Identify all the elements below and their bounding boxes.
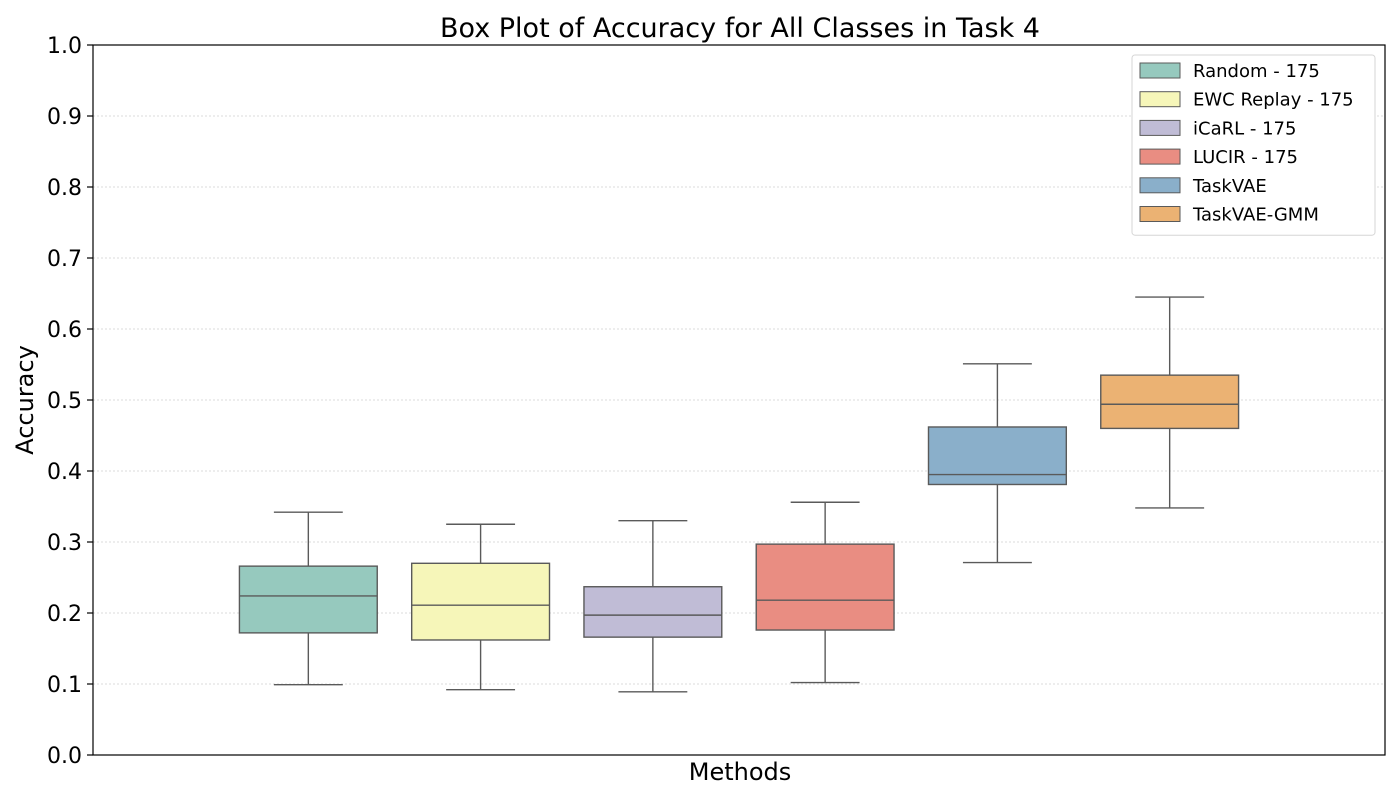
- legend-swatch: [1139, 119, 1181, 136]
- y-axis-ticks: 0.0 0.1 0.2 0.3 0.4 0.5 0.6 0.7 0.8 0.9 1.0: [47, 34, 93, 769]
- y-tick-label: 0.0: [47, 744, 82, 769]
- y-tick-label: 0.2: [47, 602, 82, 627]
- iqr-box: [1100, 374, 1240, 430]
- y-tick-label: 0.8: [47, 176, 82, 201]
- legend-swatch: [1139, 62, 1181, 79]
- legend-label: EWC Replay - 175: [1193, 90, 1354, 111]
- legend-swatch: [1139, 148, 1181, 165]
- legend-label: TaskVAE: [1192, 176, 1267, 197]
- chart-title: Box Plot of Accuracy for All Classes in …: [440, 13, 1040, 44]
- y-tick-label: 0.4: [47, 460, 82, 485]
- y-tick-label: 0.1: [47, 673, 82, 698]
- box-taskvae-gmm: [1100, 296, 1240, 509]
- iqr-box: [583, 586, 723, 638]
- iqr-box: [755, 543, 895, 631]
- legend-frame: [1131, 54, 1376, 236]
- legend-label: iCaRL - 175: [1193, 118, 1296, 139]
- iqr-box: [238, 565, 378, 634]
- legend-label: TaskVAE-GMM: [1192, 205, 1319, 226]
- y-tick-label: 0.6: [47, 318, 82, 343]
- y-tick-label: 0.5: [47, 389, 82, 414]
- box-icarl-175: [583, 520, 723, 693]
- y-tick-label: 0.9: [47, 105, 82, 130]
- box-ewc-replay-175: [410, 523, 551, 691]
- box-taskvae: [927, 363, 1068, 564]
- box-lucir-175: [755, 501, 895, 684]
- box-random-175: [238, 511, 378, 686]
- legend-swatch: [1139, 91, 1181, 108]
- legend-swatch: [1139, 177, 1181, 194]
- legend: Random - 175 EWC Replay - 175 iCaRL - 175 L…: [1131, 54, 1376, 236]
- legend-label: Random - 175: [1193, 61, 1320, 82]
- y-tick-label: 0.3: [47, 531, 82, 556]
- iqr-box: [410, 562, 551, 641]
- y-tick-label: 1.0: [47, 34, 82, 59]
- y-axis-label: Accuracy: [11, 345, 39, 455]
- x-axis-label: Methods: [689, 758, 792, 786]
- iqr-box: [927, 426, 1068, 486]
- box-series: [238, 296, 1240, 693]
- y-tick-label: 0.7: [47, 247, 82, 272]
- legend-swatch: [1139, 206, 1181, 222]
- legend-label: LUCIR - 175: [1193, 147, 1298, 168]
